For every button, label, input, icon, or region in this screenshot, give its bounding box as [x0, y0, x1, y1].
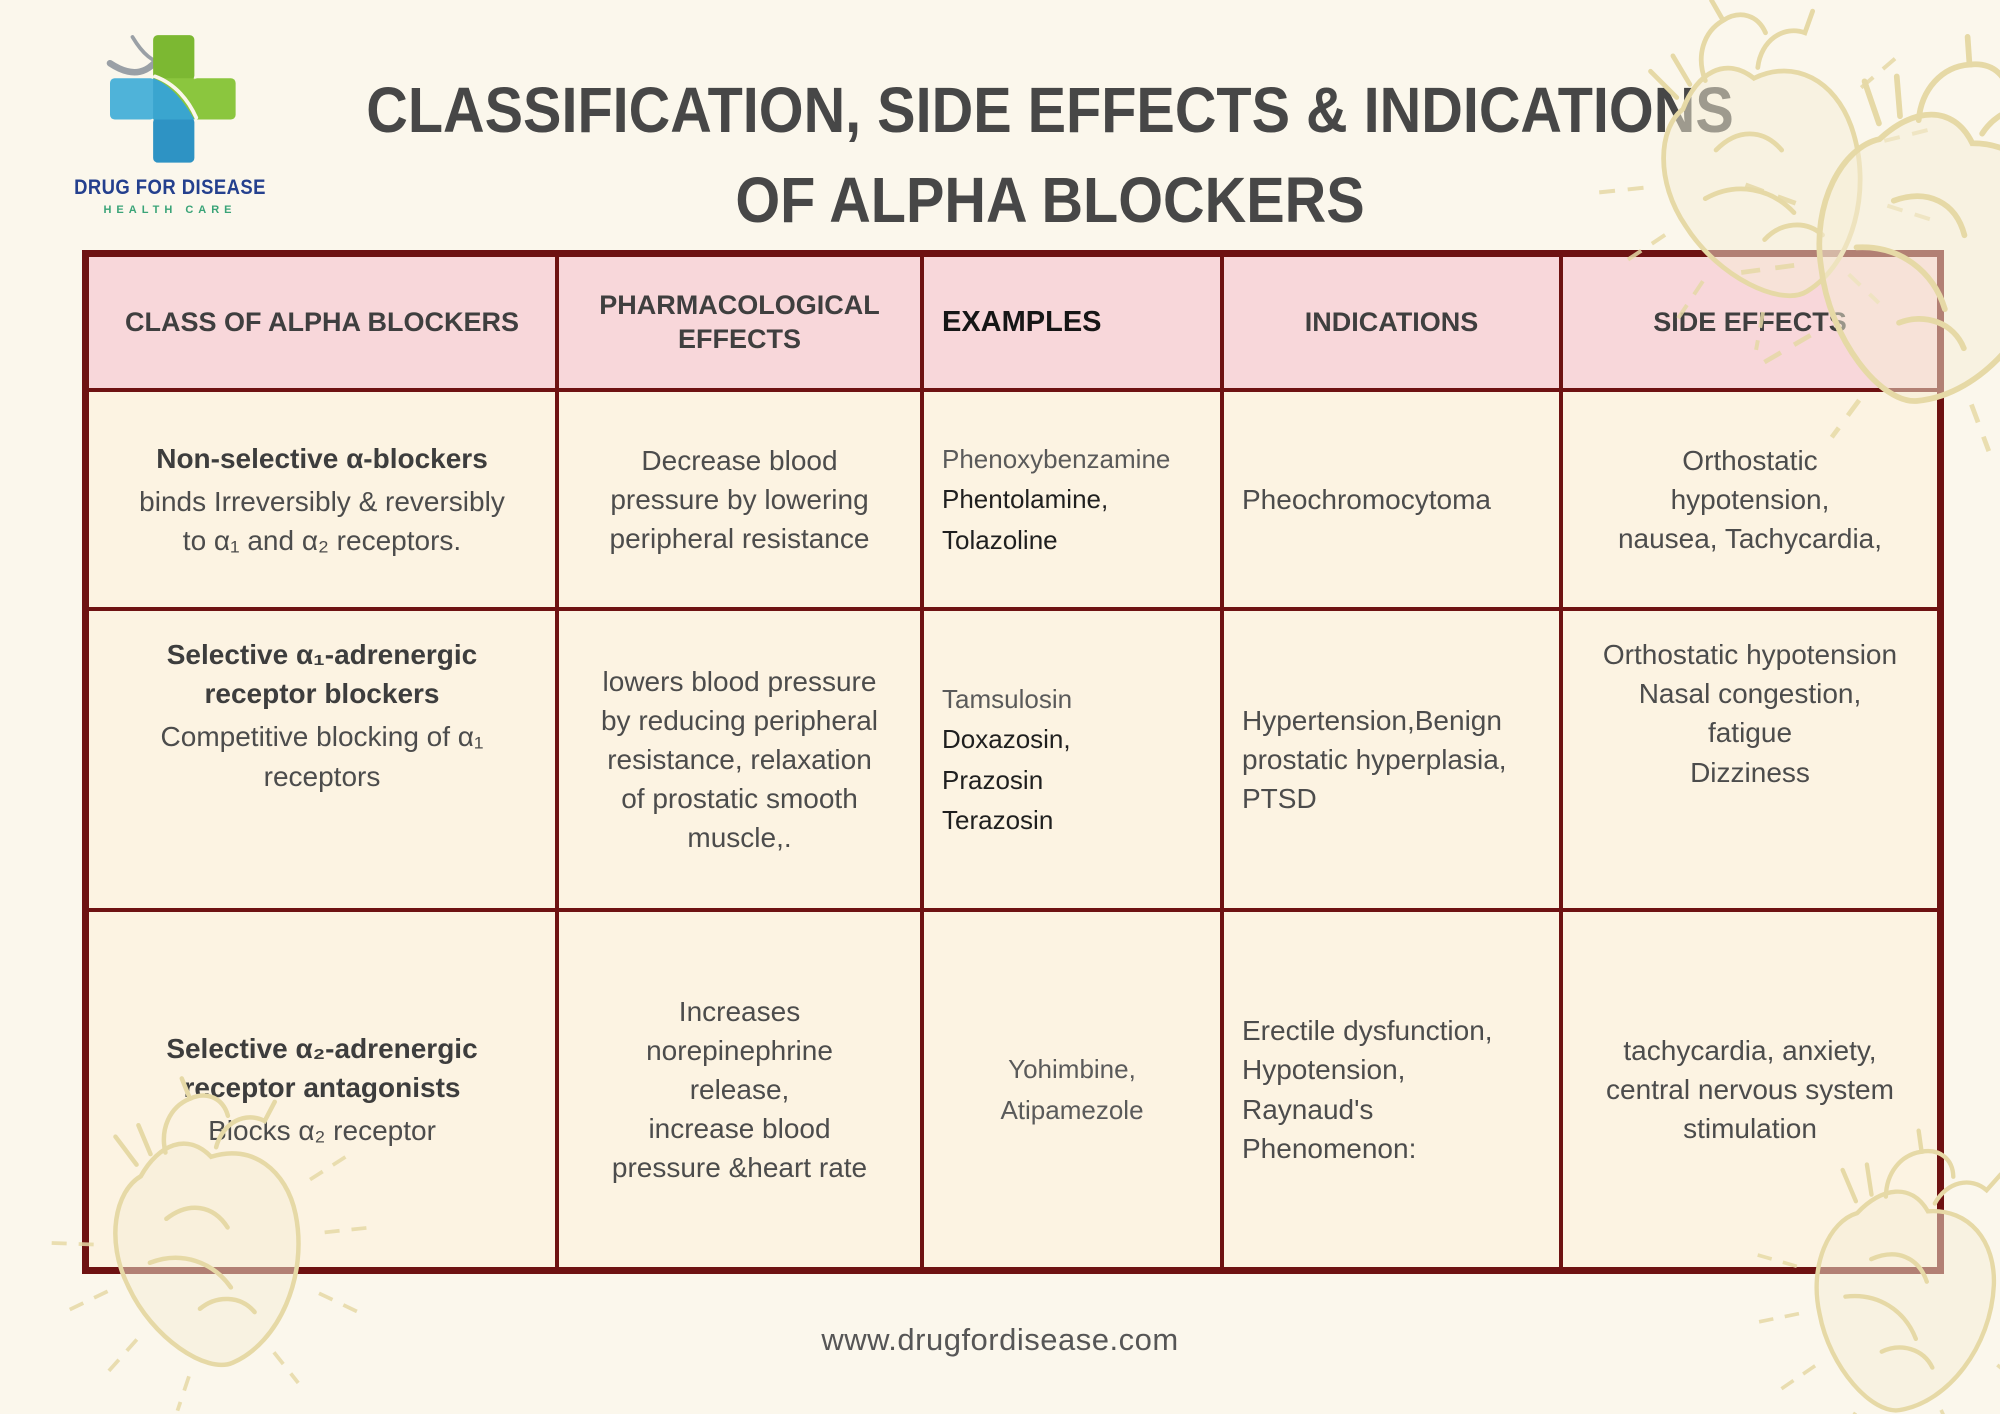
cell-r1-effects: Decrease blood pressure by lowering peri… — [557, 390, 922, 609]
cell-r2-examples: Tamsulosin Doxazosin, Prazosin Terazosin — [922, 609, 1222, 910]
logo-name: DRUG FOR DISEASE — [74, 176, 266, 199]
cell-r3-indications: Erectile dysfunction, Hypotension, Rayna… — [1222, 910, 1561, 1269]
alpha-blockers-table: CLASS OF ALPHA BLOCKERS PHARMACOLOGICAL … — [82, 250, 1944, 1274]
cell-r1-side-effects: Orthostatic hypotension, nausea, Tachyca… — [1561, 390, 1939, 609]
cell-r1-indications: Pheochromocytoma — [1222, 390, 1561, 609]
header-examples: EXAMPLES — [922, 255, 1222, 390]
cell-r2-effects: lowers blood pressure by reducing periph… — [557, 609, 922, 910]
example-drugs: Doxazosin, Prazosin Terazosin — [942, 724, 1071, 835]
cell-r3-examples: Yohimbine, Atipamezole — [922, 910, 1222, 1269]
cell-r3-side-effects: tachycardia, anxiety, central nervous sy… — [1561, 910, 1939, 1269]
class-name: Selective α₁-adrenergic receptor blocker… — [166, 639, 478, 710]
cell-r1-class: Non-selective α-blockers binds Irreversi… — [87, 390, 557, 609]
class-description: binds Irreversibly & reversibly to α₁ an… — [139, 485, 505, 557]
logo: DRUG FOR DISEASE HEALTH CARE — [60, 22, 280, 216]
example-drug: Tamsulosin — [942, 683, 1073, 714]
header-side-effects: SIDE EFFECTS — [1561, 255, 1939, 390]
page-title-line2: OF ALPHA BLOCKERS — [735, 164, 1365, 236]
medical-cross-icon — [106, 35, 236, 163]
logo-tagline: HEALTH CARE — [103, 204, 237, 216]
cell-r3-effects: Increases norepinephrine release, increa… — [557, 910, 922, 1269]
cell-r2-class: Selective α₁-adrenergic receptor blocker… — [87, 609, 557, 910]
page-title-line1: CLASSIFICATION, SIDE EFFECTS & INDICATIO… — [366, 74, 1734, 146]
class-name: Non-selective α-blockers — [156, 442, 488, 474]
footer: www.drugfordisease.com — [0, 1322, 2000, 1358]
cell-r1-examples: Phenoxybenzamine Phentolamine, Tolazolin… — [922, 390, 1222, 609]
example-drugs: Phentolamine, Tolazoline — [942, 484, 1109, 555]
class-name: Selective α₂-adrenergic receptor antagon… — [166, 1032, 478, 1103]
header-class: CLASS OF ALPHA BLOCKERS — [87, 255, 557, 390]
example-drug: Phenoxybenzamine — [942, 444, 1171, 475]
example-drugs: Yohimbine, Atipamezole — [1000, 1054, 1144, 1125]
class-description: Competitive blocking of α₁ receptors — [160, 721, 484, 792]
page-title: CLASSIFICATION, SIDE EFFECTS & INDICATIO… — [250, 78, 1850, 232]
cell-r2-indications: Hypertension,Benign prostatic hyperplasi… — [1222, 609, 1561, 910]
cell-r3-class: Selective α₂-adrenergic receptor antagon… — [87, 910, 557, 1269]
header-pharmacological-effects: PHARMACOLOGICAL EFFECTS — [557, 255, 922, 390]
website-url: www.drugfordisease.com — [821, 1322, 1179, 1357]
header-indications: INDICATIONS — [1222, 255, 1561, 390]
cell-r2-side-effects: Orthostatic hypotension Nasal congestion… — [1561, 609, 1939, 910]
class-description: Blocks α₂ receptor — [208, 1115, 436, 1147]
